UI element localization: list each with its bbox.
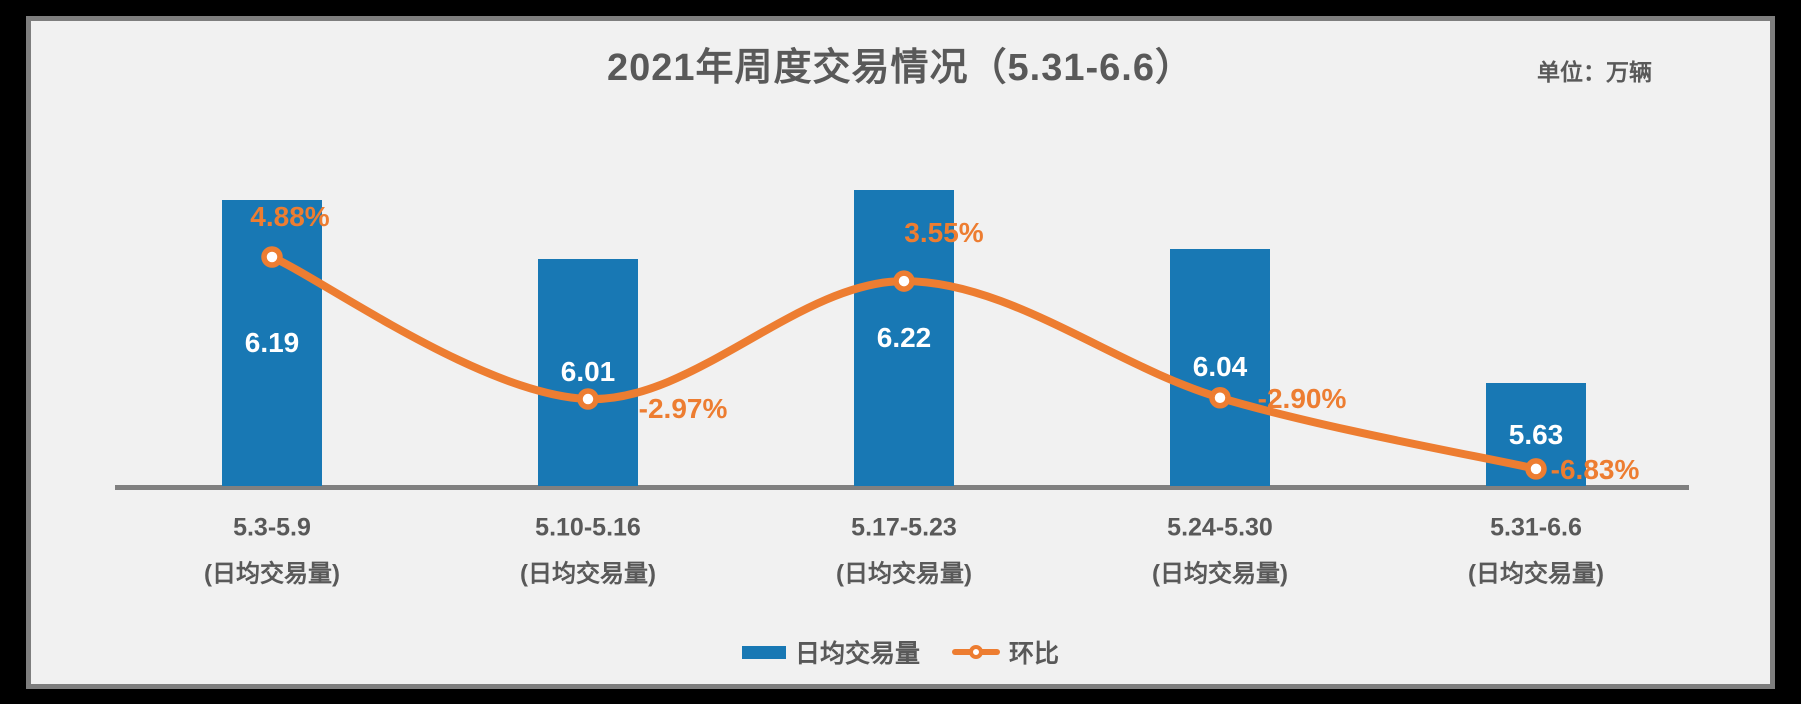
bar-series-swatch-icon xyxy=(741,645,786,659)
category-label: 5.24-5.30 xyxy=(1167,513,1273,542)
category-label: 5.31-6.6 xyxy=(1490,513,1582,542)
line-data-label: -2.90% xyxy=(1257,382,1347,414)
legend-item-bar: 日均交易量 xyxy=(741,634,920,670)
bar-value-label: 6.04 xyxy=(1192,351,1248,383)
category-sublabel: (日均交易量) xyxy=(1468,560,1604,588)
legend-bar-label: 日均交易量 xyxy=(794,640,920,668)
category-sublabel: (日均交易量) xyxy=(836,560,972,588)
line-data-label: 3.55% xyxy=(904,217,984,249)
legend-line-label: 环比 xyxy=(1009,640,1060,668)
bar-value-label: 6.19 xyxy=(244,326,300,358)
legend-item-line: 环比 xyxy=(952,634,1059,670)
category-sublabel: (日均交易量) xyxy=(520,560,656,588)
category-sublabel: (日均交易量) xyxy=(204,560,340,588)
line-data-label: -2.97% xyxy=(638,393,728,425)
bar-value-label: 6.01 xyxy=(560,356,616,388)
legend: 日均交易量 环比 xyxy=(31,634,1770,670)
chart-title: 2021年周度交易情况（5.31-6.6） xyxy=(607,47,1194,89)
line-series-swatch-icon xyxy=(952,644,1000,660)
category-label: 5.17-5.23 xyxy=(851,513,957,542)
bar-value-label: 5.63 xyxy=(1508,418,1564,450)
category-label: 5.3-5.9 xyxy=(233,513,311,542)
category-sublabel: (日均交易量) xyxy=(1152,560,1288,588)
x-axis-line xyxy=(115,485,1689,490)
bar-value-label: 6.22 xyxy=(876,321,932,353)
line-data-label: 4.88% xyxy=(250,201,330,233)
line-data-label: -6.83% xyxy=(1550,453,1640,485)
category-label: 5.10-5.16 xyxy=(535,513,641,542)
unit-label: 单位：万辆 xyxy=(1537,59,1652,85)
